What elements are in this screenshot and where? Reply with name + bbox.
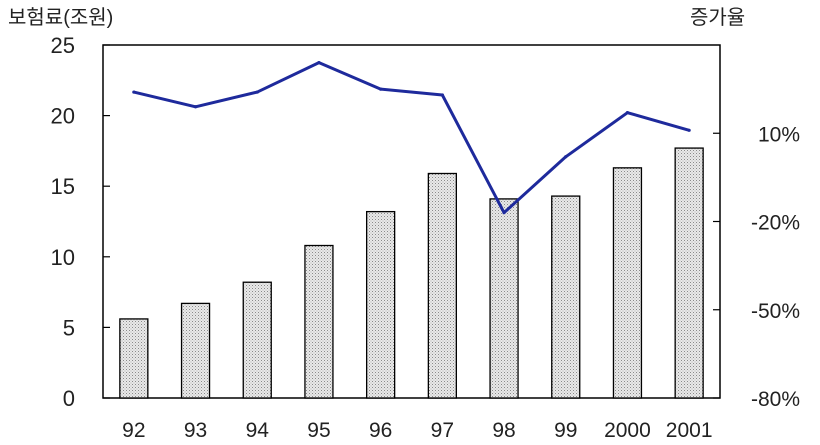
left-tick-label: 0 [63,386,75,411]
bar [365,210,396,399]
x-tick-label: 95 [307,419,330,442]
bar [180,302,211,399]
x-tick-label: 98 [492,419,515,442]
left-tick-label: 25 [51,33,75,58]
x-tick-label: 2001 [666,419,713,442]
line-point [255,90,259,94]
x-axis-ticks: 92 93 94 95 96 97 98 99 2000 2001 [122,419,712,442]
line-series [132,61,691,215]
x-tick-label: 92 [122,419,145,442]
left-tick-label: 10 [51,245,75,270]
bar [612,167,643,399]
right-tick-label: -20% [751,212,800,235]
x-tick-label: 93 [184,419,207,442]
x-tick-label: 96 [369,419,392,442]
line-point [687,128,691,132]
x-tick-label: 99 [554,419,577,442]
x-tick-label: 97 [431,419,454,442]
line-point [193,105,198,109]
growth-line [133,61,690,215]
bar [119,318,149,399]
line-point [625,111,630,115]
left-tick-label: 15 [51,174,75,199]
right-tick-label: -80% [751,388,800,411]
right-tick-label: 10% [758,123,800,146]
left-tick-label: 5 [63,315,75,340]
right-axis-title: 증가율 [690,6,745,29]
left-axis-ticks: 0 5 10 15 20 25 [51,33,110,411]
bar [674,147,704,399]
x-tick-label: 94 [246,419,270,442]
bar [304,244,334,399]
line-point [317,61,321,65]
x-tick-label: 2000 [604,419,651,442]
line-point [564,155,568,159]
right-tick-label: -50% [751,300,800,323]
right-axis-ticks: -80% -50% -20% 10% [713,123,800,411]
line-point [502,211,506,215]
bar [551,195,581,399]
left-tick-label: 20 [51,104,75,129]
bar [427,172,458,399]
bar-series [119,147,704,399]
bar [489,198,519,399]
line-point [132,90,136,94]
line-point [440,93,444,97]
line-point [379,87,383,91]
left-axis-title: 보험료(조원) [8,6,113,29]
bar [242,281,272,399]
